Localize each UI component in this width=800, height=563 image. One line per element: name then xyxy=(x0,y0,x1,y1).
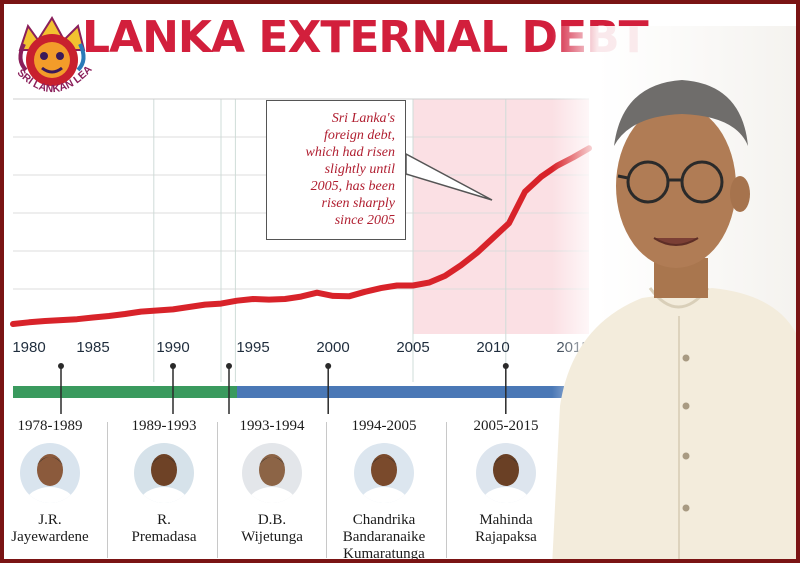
chart-annotation: Sri Lanka's foreign debt, which had risen s… xyxy=(266,100,406,240)
x-tick-label: 1980 xyxy=(12,339,45,356)
era-divider xyxy=(326,422,327,558)
annotation-pointer xyxy=(405,152,493,201)
leader-name-line: Rajapaksa xyxy=(475,529,537,545)
leader-portrait xyxy=(242,443,302,503)
era-divider xyxy=(446,422,447,558)
annotation-line: slightly until xyxy=(324,162,395,177)
timeline-marker-dot xyxy=(170,363,176,369)
annotation-line: since 2005 xyxy=(334,213,395,228)
x-tick-label: 2005 xyxy=(396,339,429,356)
leader-name: Mahinda Rajapaksa xyxy=(441,512,571,546)
leader-portrait xyxy=(354,443,414,503)
era-period-label: 1989-1993 xyxy=(131,418,197,434)
leader-name-line: J.R. xyxy=(38,512,62,528)
era-period-label: 2005-2015 xyxy=(473,418,539,434)
x-tick-label: 1995 xyxy=(236,339,269,356)
x-tick-label: 1990 xyxy=(156,339,189,356)
series-line xyxy=(10,145,592,327)
x-tick-label: 2000 xyxy=(316,339,349,356)
leader-name: D.B. Wijetunga xyxy=(207,512,337,546)
leader-name-line: D.B. xyxy=(257,512,287,528)
leader-name: R. Premadasa xyxy=(99,512,229,546)
timeline-marker-dot xyxy=(226,363,232,369)
leader-name-line: R. xyxy=(157,512,171,528)
sri-lankan-leader-logo: SRI LANKAN LEADER xyxy=(6,10,95,95)
leader-name-line: Wijetunga xyxy=(241,529,303,545)
leader-name-line: Bandaranaike xyxy=(342,529,426,545)
leader-name-line: Kumaratunga xyxy=(343,546,425,562)
era-period-label: 1994-2005 xyxy=(351,418,417,434)
annotation-line: foreign debt, xyxy=(323,128,395,143)
x-tick-label: 1985 xyxy=(76,339,109,356)
annotation-line: which had risen xyxy=(305,145,395,160)
leader-name-line: Premadasa xyxy=(131,529,197,545)
timeline-bar-segment xyxy=(237,386,564,398)
leader-portrait xyxy=(134,443,194,503)
era-period-label: 1993-1994 xyxy=(239,418,305,434)
leader-portrait xyxy=(20,443,80,503)
leader-name: J.R. Jayewardene xyxy=(4,512,115,546)
timeline-marker-dot xyxy=(58,363,64,369)
timeline-marker-dot xyxy=(325,363,332,369)
leader-name-line: Mahinda xyxy=(479,512,533,528)
annotation-line: 2005, has been xyxy=(310,179,395,194)
leader-name-line: Jayewardene xyxy=(11,529,89,545)
era-divider xyxy=(217,422,218,558)
leader-portrait xyxy=(476,443,536,503)
timeline-bar-segment xyxy=(13,386,237,398)
speaker-photo xyxy=(552,26,796,559)
leader-name-line: Chandrika xyxy=(352,512,416,528)
leader-name: Chandrika Bandaranaike Kumaratunga xyxy=(319,512,449,562)
x-tick-label: 2010 xyxy=(476,339,509,356)
annotation-line: risen sharply xyxy=(321,196,396,211)
annotation-line: Sri Lanka's xyxy=(331,111,395,126)
timeline-marker-dot xyxy=(502,363,509,369)
era-period-label: 1978-1989 xyxy=(17,418,83,434)
era-divider xyxy=(107,422,108,558)
